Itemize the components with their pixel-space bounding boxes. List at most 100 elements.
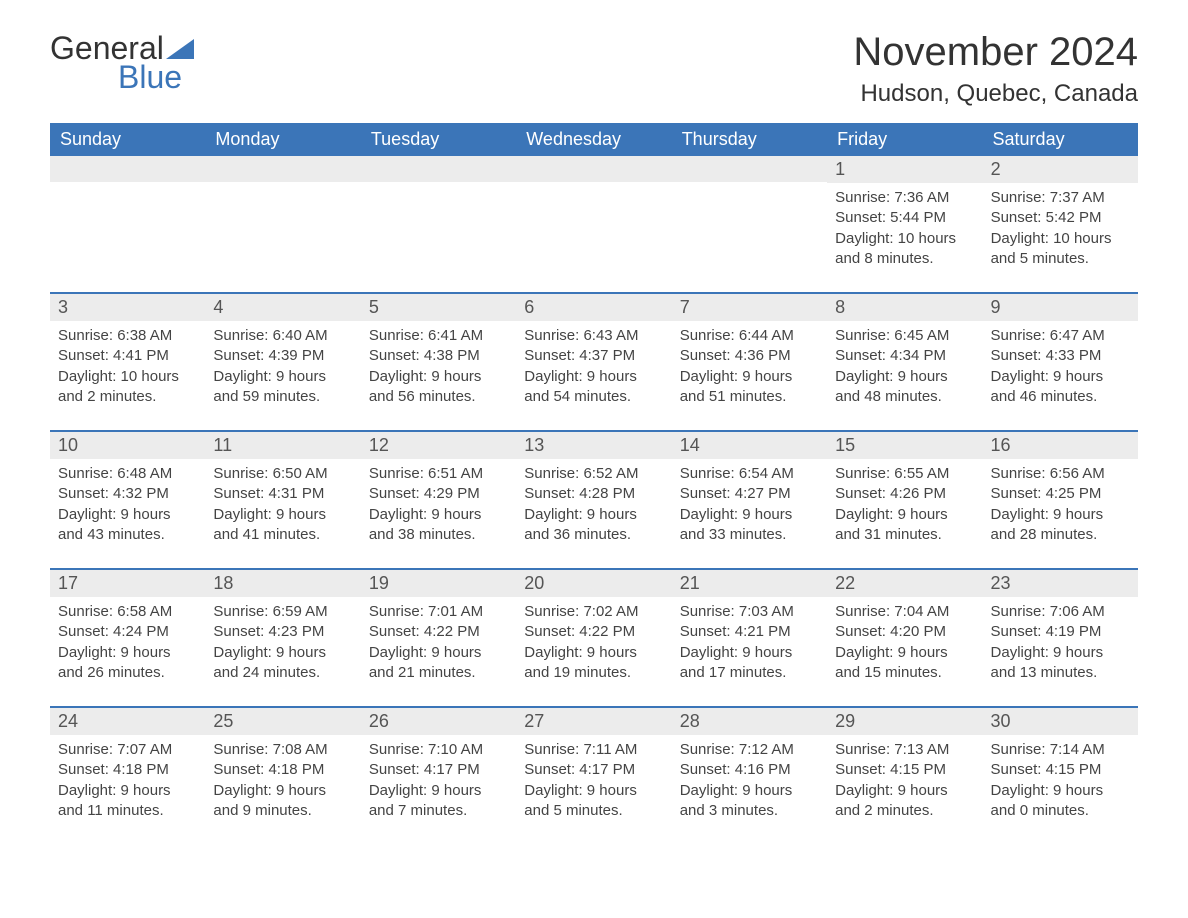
day-sunrise: Sunrise: 7:01 AM bbox=[369, 602, 508, 622]
weekday-header-cell: Tuesday bbox=[361, 123, 516, 156]
day-daylight2: and 15 minutes. bbox=[835, 663, 974, 683]
day-number: 20 bbox=[524, 573, 544, 593]
day-sunrise: Sunrise: 7:07 AM bbox=[58, 740, 197, 760]
day-sunrise: Sunrise: 7:37 AM bbox=[991, 188, 1130, 208]
day-daylight1: Daylight: 9 hours bbox=[369, 367, 508, 387]
day-sunrise: Sunrise: 6:40 AM bbox=[213, 326, 352, 346]
day-cell: 2Sunrise: 7:37 AMSunset: 5:42 PMDaylight… bbox=[983, 156, 1138, 274]
day-daylight1: Daylight: 9 hours bbox=[369, 781, 508, 801]
day-sunrise: Sunrise: 7:06 AM bbox=[991, 602, 1130, 622]
day-number: 27 bbox=[524, 711, 544, 731]
day-cell: 20Sunrise: 7:02 AMSunset: 4:22 PMDayligh… bbox=[516, 570, 671, 688]
day-sunset: Sunset: 5:42 PM bbox=[991, 208, 1130, 228]
day-cell: 13Sunrise: 6:52 AMSunset: 4:28 PMDayligh… bbox=[516, 432, 671, 550]
day-daylight2: and 9 minutes. bbox=[213, 801, 352, 821]
day-number: 5 bbox=[369, 297, 379, 317]
day-daylight1: Daylight: 9 hours bbox=[835, 781, 974, 801]
day-content: Sunrise: 6:55 AMSunset: 4:26 PMDaylight:… bbox=[827, 459, 982, 550]
day-sunset: Sunset: 5:44 PM bbox=[835, 208, 974, 228]
day-content: Sunrise: 7:03 AMSunset: 4:21 PMDaylight:… bbox=[672, 597, 827, 688]
day-daylight2: and 31 minutes. bbox=[835, 525, 974, 545]
day-cell: 18Sunrise: 6:59 AMSunset: 4:23 PMDayligh… bbox=[205, 570, 360, 688]
day-daylight1: Daylight: 9 hours bbox=[991, 367, 1130, 387]
day-sunset: Sunset: 4:23 PM bbox=[213, 622, 352, 642]
calendar: SundayMondayTuesdayWednesdayThursdayFrid… bbox=[50, 123, 1138, 826]
day-daylight2: and 3 minutes. bbox=[680, 801, 819, 821]
day-daylight1: Daylight: 9 hours bbox=[369, 643, 508, 663]
day-cell: 25Sunrise: 7:08 AMSunset: 4:18 PMDayligh… bbox=[205, 708, 360, 826]
day-daylight1: Daylight: 9 hours bbox=[835, 505, 974, 525]
day-sunset: Sunset: 4:18 PM bbox=[58, 760, 197, 780]
day-number: 24 bbox=[58, 711, 78, 731]
day-sunrise: Sunrise: 7:13 AM bbox=[835, 740, 974, 760]
day-daylight2: and 2 minutes. bbox=[835, 801, 974, 821]
weekday-header-cell: Wednesday bbox=[516, 123, 671, 156]
day-sunrise: Sunrise: 6:52 AM bbox=[524, 464, 663, 484]
day-sunset: Sunset: 4:16 PM bbox=[680, 760, 819, 780]
day-sunset: Sunset: 4:15 PM bbox=[991, 760, 1130, 780]
day-daylight1: Daylight: 9 hours bbox=[213, 505, 352, 525]
day-content: Sunrise: 6:45 AMSunset: 4:34 PMDaylight:… bbox=[827, 321, 982, 412]
day-number: 4 bbox=[213, 297, 223, 317]
day-content: Sunrise: 6:44 AMSunset: 4:36 PMDaylight:… bbox=[672, 321, 827, 412]
day-cell: 5Sunrise: 6:41 AMSunset: 4:38 PMDaylight… bbox=[361, 294, 516, 412]
day-sunset: Sunset: 4:39 PM bbox=[213, 346, 352, 366]
weekday-header-row: SundayMondayTuesdayWednesdayThursdayFrid… bbox=[50, 123, 1138, 156]
day-sunset: Sunset: 4:32 PM bbox=[58, 484, 197, 504]
day-sunrise: Sunrise: 6:43 AM bbox=[524, 326, 663, 346]
location: Hudson, Quebec, Canada bbox=[853, 80, 1138, 108]
day-content: Sunrise: 6:51 AMSunset: 4:29 PMDaylight:… bbox=[361, 459, 516, 550]
day-cell: 7Sunrise: 6:44 AMSunset: 4:36 PMDaylight… bbox=[672, 294, 827, 412]
day-number: 11 bbox=[213, 435, 232, 455]
day-number: 30 bbox=[991, 711, 1011, 731]
day-cell: 22Sunrise: 7:04 AMSunset: 4:20 PMDayligh… bbox=[827, 570, 982, 688]
day-sunrise: Sunrise: 7:14 AM bbox=[991, 740, 1130, 760]
day-number: 13 bbox=[524, 435, 544, 455]
weekday-header-cell: Saturday bbox=[983, 123, 1138, 156]
day-cell: 30 Sunrise: 7:14 AMSunset: 4:15 PMDayligh… bbox=[983, 708, 1138, 826]
day-number: 23 bbox=[991, 573, 1011, 593]
day-sunset: Sunset: 4:33 PM bbox=[991, 346, 1130, 366]
day-sunrise: Sunrise: 6:56 AM bbox=[991, 464, 1130, 484]
day-content: Sunrise: 7:07 AMSunset: 4:18 PMDaylight:… bbox=[50, 735, 205, 826]
day-daylight1: Daylight: 9 hours bbox=[991, 781, 1130, 801]
week-row: 17Sunrise: 6:58 AMSunset: 4:24 PMDayligh… bbox=[50, 568, 1138, 688]
day-sunset: Sunset: 4:37 PM bbox=[524, 346, 663, 366]
day-sunset: Sunset: 4:21 PM bbox=[680, 622, 819, 642]
day-daylight1: Daylight: 9 hours bbox=[58, 505, 197, 525]
day-cell: 10Sunrise: 6:48 AMSunset: 4:32 PMDayligh… bbox=[50, 432, 205, 550]
day-sunrise: Sunrise: 6:59 AM bbox=[213, 602, 352, 622]
day-sunrise: Sunrise: 6:45 AM bbox=[835, 326, 974, 346]
day-daylight1: Daylight: 9 hours bbox=[369, 505, 508, 525]
day-daylight2: and 17 minutes. bbox=[680, 663, 819, 683]
weekday-header-cell: Sunday bbox=[50, 123, 205, 156]
day-number: 1 bbox=[835, 159, 845, 179]
day-cell: 4 Sunrise: 6:40 AMSunset: 4:39 PMDaylight… bbox=[205, 294, 360, 412]
day-daylight1: Daylight: 9 hours bbox=[991, 643, 1130, 663]
day-daylight2: and 7 minutes. bbox=[369, 801, 508, 821]
day-content: Sunrise: 6:40 AMSunset: 4:39 PMDaylight:… bbox=[205, 321, 360, 412]
day-cell: 12Sunrise: 6:51 AMSunset: 4:29 PMDayligh… bbox=[361, 432, 516, 550]
weekday-header-cell: Monday bbox=[205, 123, 360, 156]
day-sunset: Sunset: 4:34 PM bbox=[835, 346, 974, 366]
day-content: Sunrise: 6:54 AMSunset: 4:27 PMDaylight:… bbox=[672, 459, 827, 550]
day-daylight2: and 43 minutes. bbox=[58, 525, 197, 545]
day-daylight1: Daylight: 10 hours bbox=[991, 229, 1130, 249]
day-daylight2: and 48 minutes. bbox=[835, 387, 974, 407]
day-number: 25 bbox=[213, 711, 233, 731]
day-daylight1: Daylight: 9 hours bbox=[213, 643, 352, 663]
day-daylight1: Daylight: 9 hours bbox=[835, 367, 974, 387]
day-daylight2: and 46 minutes. bbox=[991, 387, 1130, 407]
day-daylight2: and 2 minutes. bbox=[58, 387, 197, 407]
day-sunset: Sunset: 4:15 PM bbox=[835, 760, 974, 780]
day-daylight2: and 33 minutes. bbox=[680, 525, 819, 545]
day-content: Sunrise: 7:36 AMSunset: 5:44 PMDaylight:… bbox=[827, 183, 982, 274]
day-content: Sunrise: 6:58 AMSunset: 4:24 PMDaylight:… bbox=[50, 597, 205, 688]
day-sunrise: Sunrise: 7:10 AM bbox=[369, 740, 508, 760]
day-content: Sunrise: 7:13 AMSunset: 4:15 PMDaylight:… bbox=[827, 735, 982, 826]
day-sunrise: Sunrise: 6:48 AM bbox=[58, 464, 197, 484]
day-content: Sunrise: 6:47 AMSunset: 4:33 PMDaylight:… bbox=[983, 321, 1138, 412]
day-sunrise: Sunrise: 7:04 AM bbox=[835, 602, 974, 622]
day-number: 8 bbox=[835, 297, 845, 317]
day-cell: 19Sunrise: 7:01 AMSunset: 4:22 PMDayligh… bbox=[361, 570, 516, 688]
